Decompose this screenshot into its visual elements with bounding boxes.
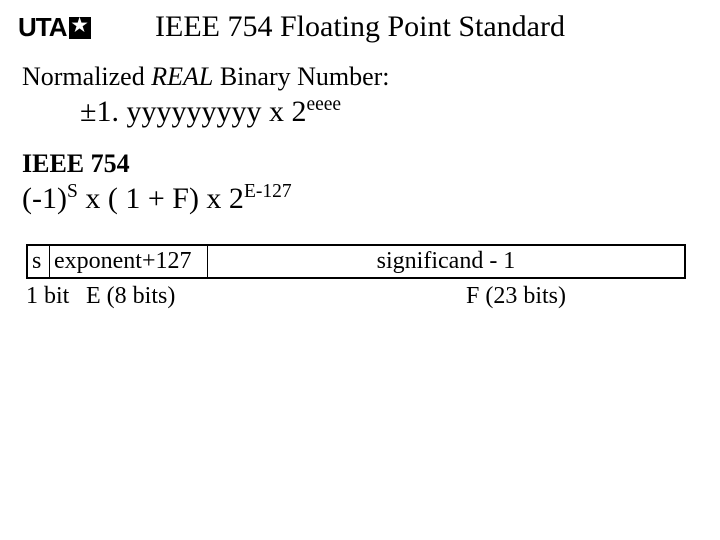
uta-logo: UTA bbox=[18, 12, 91, 43]
norm-real: REAL bbox=[151, 62, 213, 91]
cell-significand: significand - 1 bbox=[208, 246, 684, 277]
logo-text: UTA bbox=[18, 12, 67, 43]
formula-ieee754: (-1)S x ( 1 + F) x 2E-127 bbox=[22, 181, 700, 216]
slide: UTA IEEE 754 Floating Point Standard Nor… bbox=[0, 0, 720, 540]
formula1-base: ±1. yyyyyyyyy x 2 bbox=[80, 95, 306, 128]
norm-prefix: Normalized bbox=[22, 62, 151, 91]
bit-layout-table: s exponent+127 significand - 1 bbox=[26, 244, 686, 279]
slide-title: IEEE 754 Floating Point Standard bbox=[20, 10, 700, 44]
formula2-sup1: S bbox=[67, 181, 78, 202]
cell-sign: s bbox=[28, 246, 50, 277]
formula1-exponent: eeee bbox=[306, 94, 341, 115]
ieee754-heading: IEEE 754 bbox=[22, 149, 700, 179]
formula-normalized: ±1. yyyyyyyyy x 2eeee bbox=[80, 94, 700, 129]
bit-layout-labels: 1 bit E (8 bits) F (23 bits) bbox=[26, 283, 686, 310]
label-sign-bits: 1 bit bbox=[26, 283, 86, 310]
normalized-line: Normalized REAL Binary Number: bbox=[22, 62, 700, 92]
star-icon bbox=[69, 17, 91, 39]
formula2-sup2: E-127 bbox=[244, 181, 292, 202]
label-exponent-bits: E (8 bits) bbox=[86, 283, 346, 310]
formula2-b: x ( 1 + F) x 2 bbox=[78, 182, 244, 215]
label-significand-bits: F (23 bits) bbox=[346, 283, 686, 310]
cell-exponent: exponent+127 bbox=[50, 246, 208, 277]
norm-suffix: Binary Number: bbox=[213, 62, 389, 91]
formula2-a: (-1) bbox=[22, 182, 67, 215]
